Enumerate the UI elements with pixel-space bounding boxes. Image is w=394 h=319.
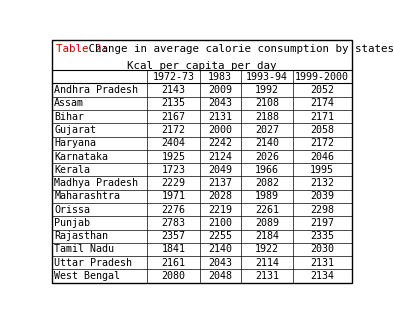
Text: 2140: 2140 [208,244,232,255]
Text: 2048: 2048 [208,271,232,281]
Text: 1995: 1995 [310,165,334,175]
Text: 2028: 2028 [208,191,232,201]
Text: 2132: 2132 [310,178,334,188]
Text: 2188: 2188 [255,112,279,122]
Text: Andhra Pradesh: Andhra Pradesh [54,85,138,95]
Text: 2058: 2058 [310,125,334,135]
Text: Orissa: Orissa [54,205,90,215]
Text: 1925: 1925 [162,152,186,161]
Text: 2131: 2131 [310,258,334,268]
Text: 2052: 2052 [310,85,334,95]
Text: Assam: Assam [54,98,84,108]
Text: Karnataka: Karnataka [54,152,108,161]
Text: Kerala: Kerala [54,165,90,175]
Text: 2046: 2046 [310,152,334,161]
Text: 1922: 1922 [255,244,279,255]
Text: 2171: 2171 [310,112,334,122]
Text: 1983: 1983 [208,72,232,82]
Text: 1972-73: 1972-73 [152,72,194,82]
Text: 2229: 2229 [162,178,186,188]
Text: 2131: 2131 [255,271,279,281]
Text: 2298: 2298 [310,205,334,215]
Text: 1841: 1841 [162,244,186,255]
Text: 2161: 2161 [162,258,186,268]
Text: 2167: 2167 [162,112,186,122]
Text: 2172: 2172 [162,125,186,135]
Text: Uttar Pradesh: Uttar Pradesh [54,258,132,268]
Text: 2080: 2080 [162,271,186,281]
Text: 2043: 2043 [208,98,232,108]
Text: Maharashtra: Maharashtra [54,191,120,201]
Text: 2404: 2404 [162,138,186,148]
Text: 2131: 2131 [208,112,232,122]
Text: 2261: 2261 [255,205,279,215]
Text: 1999-2000: 1999-2000 [295,72,349,82]
Text: 2026: 2026 [255,152,279,161]
Text: 2357: 2357 [162,231,186,241]
Text: 2135: 2135 [162,98,186,108]
Text: 2082: 2082 [255,178,279,188]
Text: 2043: 2043 [208,258,232,268]
Text: 2219: 2219 [208,205,232,215]
Text: 1966: 1966 [255,165,279,175]
Text: 2134: 2134 [310,271,334,281]
Text: 2137: 2137 [208,178,232,188]
Text: 2000: 2000 [208,125,232,135]
Text: 2197: 2197 [310,218,334,228]
Text: 2143: 2143 [162,85,186,95]
Text: Change in average calorie consumption by states, Urban: Change in average calorie consumption by… [82,44,394,54]
Text: 2009: 2009 [208,85,232,95]
Text: Madhya Pradesh: Madhya Pradesh [54,178,138,188]
Text: 2027: 2027 [255,125,279,135]
Text: 1723: 1723 [162,165,186,175]
Text: 1989: 1989 [255,191,279,201]
Text: Rajasthan: Rajasthan [54,231,108,241]
Text: Kcal per capita per day: Kcal per capita per day [127,61,277,70]
Text: 2184: 2184 [255,231,279,241]
Text: 2140: 2140 [255,138,279,148]
Text: 2030: 2030 [310,244,334,255]
Text: 2783: 2783 [162,218,186,228]
Text: 2124: 2124 [208,152,232,161]
Text: 2039: 2039 [310,191,334,201]
Text: West Bengal: West Bengal [54,271,120,281]
Text: 2100: 2100 [208,218,232,228]
Text: 2242: 2242 [208,138,232,148]
Text: Punjab: Punjab [54,218,90,228]
Text: 2049: 2049 [208,165,232,175]
Text: 2114: 2114 [255,258,279,268]
Text: 2089: 2089 [255,218,279,228]
Text: 2108: 2108 [255,98,279,108]
Text: 2255: 2255 [208,231,232,241]
Text: 1993-94: 1993-94 [246,72,288,82]
Text: 2172: 2172 [310,138,334,148]
Text: 2174: 2174 [310,98,334,108]
Text: Haryana: Haryana [54,138,96,148]
Text: Bihar: Bihar [54,112,84,122]
Text: 1992: 1992 [255,85,279,95]
Text: Gujarat: Gujarat [54,125,96,135]
Text: 2335: 2335 [310,231,334,241]
Text: 2276: 2276 [162,205,186,215]
Text: Table 2:: Table 2: [56,44,108,54]
Text: Tamil Nadu: Tamil Nadu [54,244,114,255]
Text: 1971: 1971 [162,191,186,201]
